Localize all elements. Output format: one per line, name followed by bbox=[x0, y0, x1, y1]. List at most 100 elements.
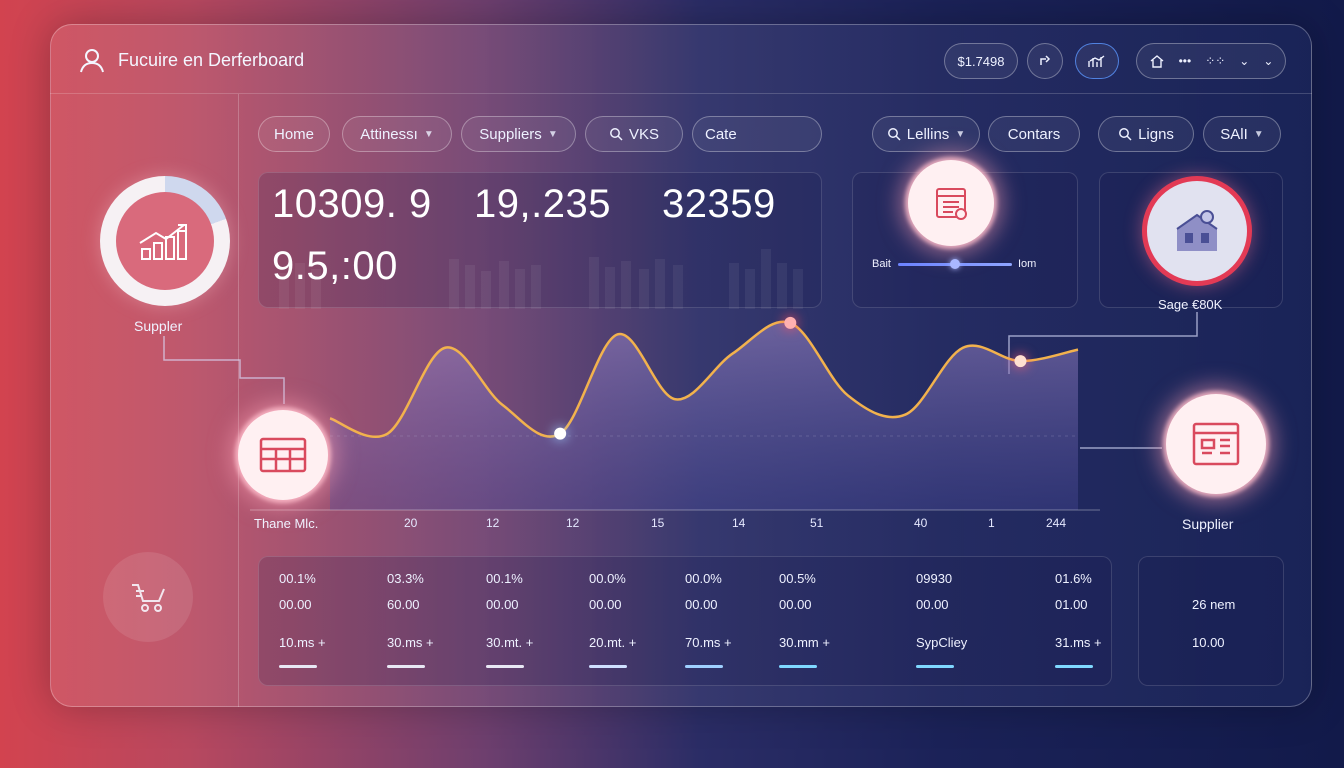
table-cell: 30.ms + bbox=[387, 635, 434, 650]
stats-card bbox=[258, 172, 822, 309]
brand: Fucuire en Derferboard bbox=[78, 46, 304, 74]
home-icon[interactable] bbox=[1149, 53, 1165, 69]
metrics-table bbox=[258, 556, 1112, 686]
stat-value-1: 10309. 9 bbox=[272, 182, 432, 226]
chevron-down-icon: ▼ bbox=[423, 128, 434, 140]
table-indicator-bar bbox=[387, 665, 425, 668]
x-tick-label: 15 bbox=[651, 516, 665, 530]
table-cell: 00.1% bbox=[486, 571, 523, 586]
stat-value-2: 19,.235 bbox=[474, 182, 611, 226]
app-title: Fucuire en Derferboard bbox=[118, 49, 305, 70]
side-metrics-card bbox=[1138, 556, 1284, 686]
table-indicator-bar bbox=[279, 665, 317, 668]
data-point-marker[interactable] bbox=[784, 316, 797, 329]
search-label: VKS bbox=[628, 125, 659, 143]
search-icon bbox=[609, 127, 623, 141]
x-tick-label: 1 bbox=[988, 516, 995, 530]
table-indicator-bar bbox=[685, 665, 723, 668]
table-indicator-bar bbox=[916, 665, 954, 668]
tab-sali[interactable]: SAlI ▼ bbox=[1203, 116, 1281, 152]
table-cell: 00.00 bbox=[779, 597, 812, 612]
chevron-down-icon[interactable]: ⌄ bbox=[1239, 54, 1250, 68]
profile-label: Sage €80K bbox=[1158, 297, 1223, 312]
supplier-label-left: Suppler bbox=[134, 318, 183, 334]
tab-label: Suppliers bbox=[479, 125, 542, 143]
growth-chart-icon bbox=[136, 219, 194, 263]
tab-suppliers[interactable]: Suppliers ▼ bbox=[461, 116, 576, 152]
table-cell: 70.ms + bbox=[685, 635, 732, 650]
tab-contars[interactable]: Contars bbox=[988, 116, 1080, 152]
chevron-down-icon: ▼ bbox=[955, 128, 966, 140]
table-cell: 01.6% bbox=[1055, 571, 1092, 586]
series-line bbox=[329, 320, 1079, 438]
header-actions[interactable]: ••• ⁘⁘ ⌄ ⌄ bbox=[1136, 43, 1286, 79]
table-cell: 09930 bbox=[916, 571, 953, 586]
search-vks[interactable]: VKS bbox=[585, 116, 683, 152]
stats-bars-decoration bbox=[279, 249, 803, 309]
report-node[interactable] bbox=[1166, 394, 1266, 494]
more-icon[interactable]: ••• bbox=[1178, 54, 1192, 68]
tab-label: SAlI bbox=[1220, 125, 1248, 143]
chevron-down-icon: ▼ bbox=[547, 128, 558, 140]
side-metric-1: 26 nem bbox=[1192, 597, 1236, 612]
slider-thumb[interactable] bbox=[950, 259, 960, 269]
table-cell: 00.00 bbox=[916, 597, 949, 612]
invoice-node[interactable] bbox=[908, 160, 994, 246]
supplier-node[interactable] bbox=[116, 192, 214, 290]
chevron-down-icon: ▼ bbox=[1253, 128, 1264, 140]
x-tick-label: 14 bbox=[732, 516, 746, 530]
search-ligns[interactable]: Ligns bbox=[1098, 116, 1194, 152]
user-icon[interactable] bbox=[78, 46, 106, 74]
table-indicator-bar bbox=[486, 665, 524, 668]
top-bar: Fucuire en Derferboard bbox=[50, 24, 1312, 94]
tab-label: Attinessı bbox=[360, 125, 418, 143]
table-indicator-bar bbox=[779, 665, 817, 668]
search-lellins[interactable]: Lellins ▼ bbox=[872, 116, 980, 152]
share-icon bbox=[1037, 53, 1053, 69]
table-cell: 00.1% bbox=[279, 571, 316, 586]
table-cell: 00.00 bbox=[685, 597, 718, 612]
tab-home[interactable]: Home bbox=[258, 116, 330, 152]
table-cell: 00.0% bbox=[589, 571, 626, 586]
tab-label: Home bbox=[273, 125, 314, 143]
tab-attinessi[interactable]: Attinessı ▼ bbox=[342, 116, 452, 152]
cart-button[interactable] bbox=[103, 552, 193, 642]
balance-pill[interactable]: $1.7498 bbox=[944, 43, 1018, 79]
table-cell: 01.00 bbox=[1055, 597, 1088, 612]
table-cell: 20.mt. + bbox=[589, 635, 637, 650]
slider-min-label: Bait bbox=[872, 258, 891, 270]
report-icon bbox=[1190, 420, 1242, 468]
table-cell: 00.00 bbox=[486, 597, 519, 612]
chevron-down-icon[interactable]: ⌄ bbox=[1263, 54, 1274, 68]
cate-input[interactable]: Cate bbox=[692, 116, 822, 152]
chart-icon bbox=[1087, 53, 1107, 69]
spreadsheet-node[interactable] bbox=[238, 410, 328, 500]
tab-label: Contars bbox=[1007, 125, 1061, 143]
data-point-marker[interactable] bbox=[1014, 355, 1027, 368]
table-cell: 60.00 bbox=[387, 597, 420, 612]
x-tick-label: 12 bbox=[566, 516, 580, 530]
table-cell: SypCliey bbox=[916, 635, 968, 650]
table-cell: 10.ms + bbox=[279, 635, 326, 650]
invoice-icon bbox=[931, 183, 971, 223]
stat-value-3: 32359 bbox=[662, 182, 776, 226]
table-cell: 30.mm + bbox=[779, 635, 830, 650]
property-node[interactable] bbox=[1142, 176, 1252, 286]
spreadsheet-icon bbox=[259, 437, 307, 473]
x-tick-label: 12 bbox=[486, 516, 500, 530]
table-cell: 00.00 bbox=[589, 597, 622, 612]
cart-icon bbox=[128, 579, 168, 615]
table-cell: 31.ms + bbox=[1055, 635, 1102, 650]
x-tick-label: 40 bbox=[914, 516, 928, 530]
analytics-button[interactable] bbox=[1075, 43, 1119, 79]
table-cell: 00.0% bbox=[685, 571, 722, 586]
side-metric-2: 10.00 bbox=[1192, 635, 1225, 650]
table-cell: 00.00 bbox=[279, 597, 312, 612]
grid-icon[interactable]: ⁘⁘ bbox=[1205, 54, 1226, 68]
stat-value-4: 9.5,:00 bbox=[272, 244, 398, 288]
x-tick-label: 244 bbox=[1046, 516, 1067, 530]
data-point-marker[interactable] bbox=[554, 427, 567, 440]
search-icon bbox=[887, 127, 901, 141]
share-button[interactable] bbox=[1027, 43, 1063, 79]
